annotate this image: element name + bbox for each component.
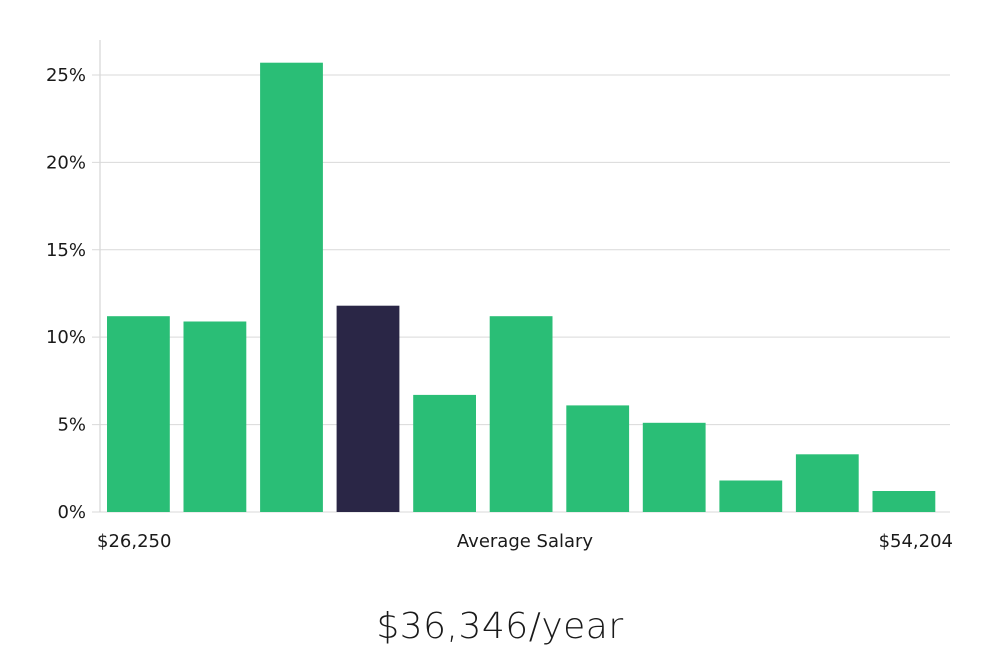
- bar: [872, 491, 936, 512]
- bars: [107, 62, 936, 512]
- average-salary-value: $36,346/year: [376, 606, 624, 647]
- bar: [183, 321, 247, 512]
- y-tick-label: 15%: [46, 240, 86, 261]
- y-tick-label: 5%: [57, 415, 86, 436]
- highlighted-bar: [336, 305, 400, 512]
- y-tick-label: 10%: [46, 327, 86, 348]
- salary-histogram: 0%5%10%15%20%25% $26,250 Average Salary …: [46, 40, 953, 552]
- y-tick-label: 0%: [57, 502, 86, 523]
- y-axis-ticks: 0% 5% 10% 15% 20% 25%: [46, 65, 86, 523]
- y-tick-label: 20%: [46, 152, 86, 173]
- bar: [795, 454, 859, 512]
- bar: [719, 480, 783, 512]
- bar: [260, 62, 323, 512]
- x-axis-label: Average Salary: [457, 531, 594, 552]
- bar: [107, 316, 170, 512]
- bar: [566, 405, 630, 512]
- bar: [413, 394, 476, 512]
- y-tick-label: 25%: [46, 65, 86, 86]
- bar: [489, 316, 553, 512]
- bar: [642, 422, 706, 512]
- x-min-label: $26,250: [97, 531, 171, 552]
- x-max-label: $54,204: [879, 531, 953, 552]
